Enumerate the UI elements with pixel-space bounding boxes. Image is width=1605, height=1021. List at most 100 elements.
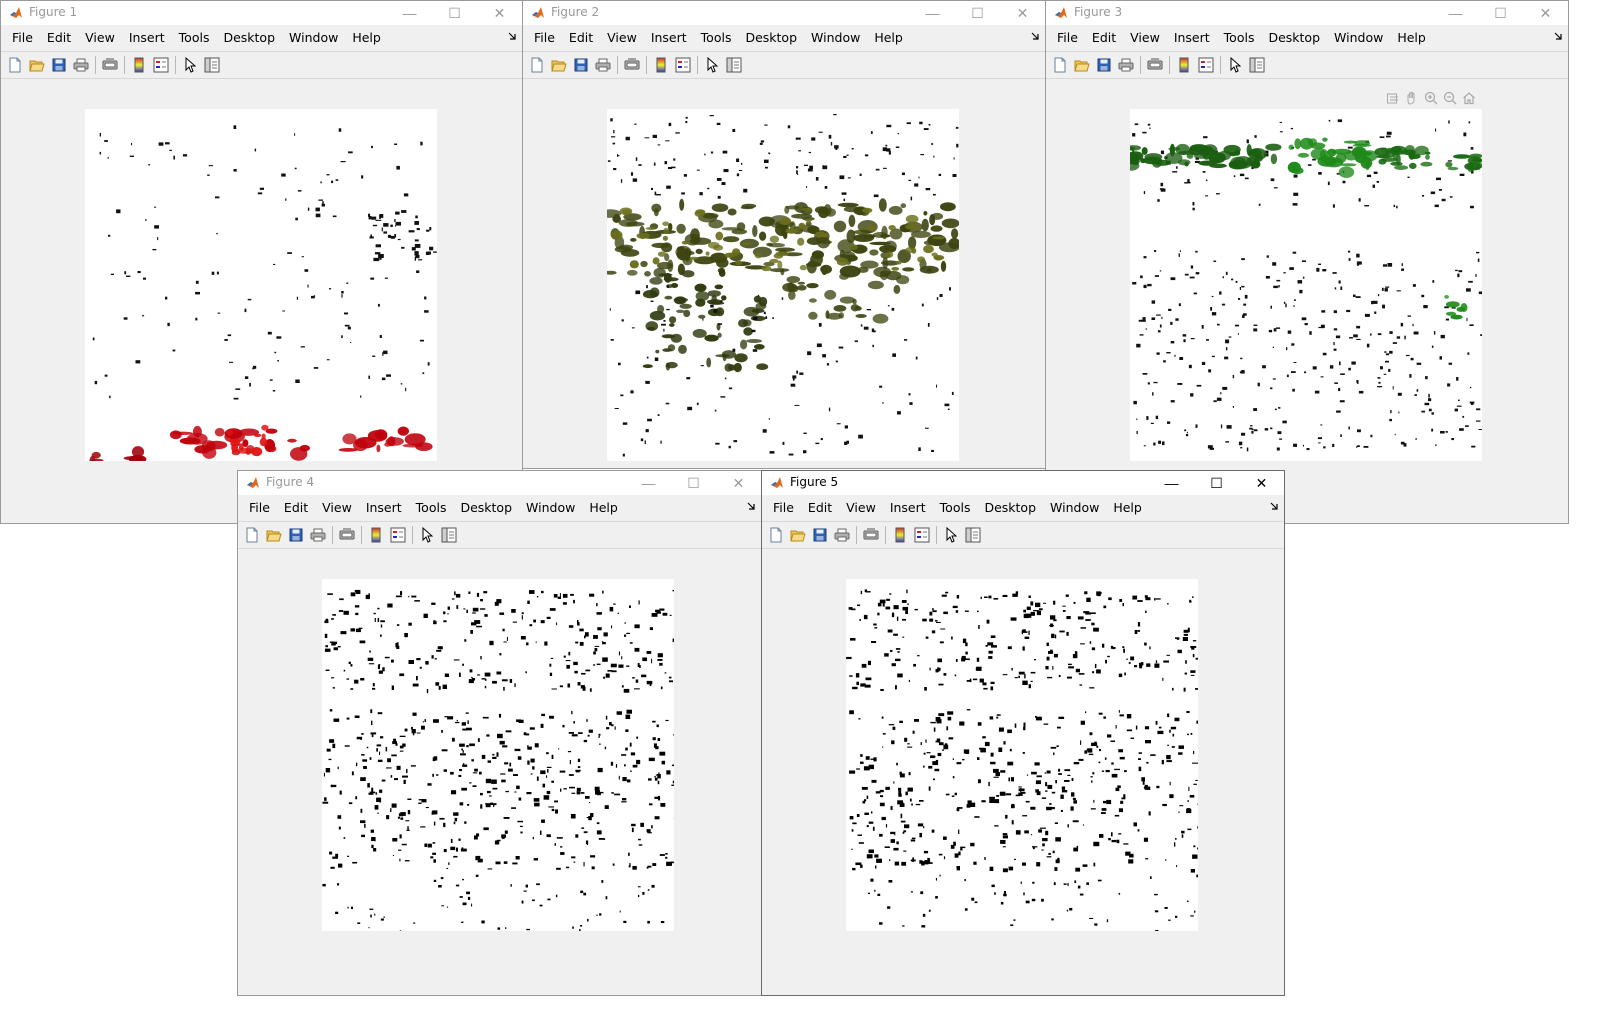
maximize-button[interactable]: ☐ <box>1210 474 1223 491</box>
toolbar-dock-arrow-icon[interactable] <box>1270 502 1278 512</box>
open-icon[interactable] <box>1072 55 1092 75</box>
axes-image[interactable] <box>85 109 437 461</box>
legend-icon[interactable] <box>912 525 932 545</box>
new-figure-icon[interactable] <box>1050 55 1070 75</box>
print-preview-icon[interactable] <box>337 525 357 545</box>
open-icon[interactable] <box>264 525 284 545</box>
property-inspector-icon[interactable] <box>1247 55 1267 75</box>
menu-item-tools[interactable]: Tools <box>939 500 971 515</box>
title-bar[interactable]: Figure 2 — ☐ ✕ <box>523 1 1045 25</box>
menu-item-help[interactable]: Help <box>1397 30 1426 45</box>
save-icon[interactable] <box>810 525 830 545</box>
maximize-button[interactable]: ☐ <box>687 474 700 491</box>
open-icon[interactable] <box>27 55 47 75</box>
menu-item-desktop[interactable]: Desktop <box>745 30 798 45</box>
legend-icon[interactable] <box>673 55 693 75</box>
property-inspector-icon[interactable] <box>439 525 459 545</box>
title-bar[interactable]: Figure 4 — ☐ ✕ <box>238 471 761 495</box>
menu-item-insert[interactable]: Insert <box>1173 30 1210 45</box>
colorbar-icon[interactable] <box>890 525 910 545</box>
save-icon[interactable] <box>571 55 591 75</box>
toolbar-dock-arrow-icon[interactable] <box>1031 32 1039 42</box>
maximize-button[interactable]: ☐ <box>971 4 984 21</box>
pointer-icon[interactable] <box>702 55 722 75</box>
print-icon[interactable] <box>308 525 328 545</box>
export-icon[interactable] <box>1385 90 1401 106</box>
menu-item-file[interactable]: File <box>12 30 33 45</box>
axes-image[interactable] <box>607 109 959 461</box>
property-inspector-icon[interactable] <box>202 55 222 75</box>
menu-item-file[interactable]: File <box>1057 30 1078 45</box>
menu-item-window[interactable]: Window <box>1050 500 1100 515</box>
colorbar-icon[interactable] <box>129 55 149 75</box>
save-icon[interactable] <box>49 55 69 75</box>
print-icon[interactable] <box>1116 55 1136 75</box>
print-preview-icon[interactable] <box>622 55 642 75</box>
new-figure-icon[interactable] <box>5 55 25 75</box>
menu-item-file[interactable]: File <box>773 500 794 515</box>
close-button[interactable]: ✕ <box>1255 474 1268 491</box>
save-icon[interactable] <box>1094 55 1114 75</box>
menu-item-insert[interactable]: Insert <box>889 500 926 515</box>
pointer-icon[interactable] <box>417 525 437 545</box>
menu-item-edit[interactable]: Edit <box>1091 30 1117 45</box>
menu-item-tools[interactable]: Tools <box>700 30 732 45</box>
legend-icon[interactable] <box>1196 55 1216 75</box>
menu-item-view[interactable]: View <box>1130 30 1160 45</box>
colorbar-icon[interactable] <box>366 525 386 545</box>
menu-item-desktop[interactable]: Desktop <box>984 500 1037 515</box>
axes-image[interactable] <box>846 579 1198 931</box>
maximize-button[interactable]: ☐ <box>448 4 461 21</box>
new-figure-icon[interactable] <box>766 525 786 545</box>
menu-item-window[interactable]: Window <box>526 500 576 515</box>
print-icon[interactable] <box>832 525 852 545</box>
new-figure-icon[interactable] <box>527 55 547 75</box>
pointer-icon[interactable] <box>180 55 200 75</box>
menu-item-tools[interactable]: Tools <box>178 30 210 45</box>
open-icon[interactable] <box>549 55 569 75</box>
title-bar[interactable]: Figure 5 — ☐ ✕ <box>762 471 1284 495</box>
menu-item-help[interactable]: Help <box>1113 500 1142 515</box>
menu-item-window[interactable]: Window <box>811 30 861 45</box>
axes-image[interactable] <box>1130 109 1482 461</box>
close-button[interactable]: ✕ <box>1016 4 1029 21</box>
menu-item-help[interactable]: Help <box>352 30 381 45</box>
toolbar-dock-arrow-icon[interactable] <box>508 32 516 42</box>
property-inspector-icon[interactable] <box>724 55 744 75</box>
title-bar[interactable]: Figure 1 — ☐ ✕ <box>1 1 522 25</box>
legend-icon[interactable] <box>388 525 408 545</box>
close-button[interactable]: ✕ <box>732 474 745 491</box>
menu-item-desktop[interactable]: Desktop <box>223 30 276 45</box>
open-icon[interactable] <box>788 525 808 545</box>
menu-item-edit[interactable]: Edit <box>568 30 594 45</box>
menu-item-insert[interactable]: Insert <box>650 30 687 45</box>
maximize-button[interactable]: ☐ <box>1494 4 1507 21</box>
minimize-button[interactable]: — <box>641 475 656 491</box>
colorbar-icon[interactable] <box>1174 55 1194 75</box>
menu-item-window[interactable]: Window <box>1334 30 1384 45</box>
menu-item-file[interactable]: File <box>249 500 270 515</box>
print-preview-icon[interactable] <box>1145 55 1165 75</box>
toolbar-dock-arrow-icon[interactable] <box>1554 32 1562 42</box>
title-bar[interactable]: Figure 3 — ☐ ✕ <box>1046 1 1568 25</box>
menu-item-view[interactable]: View <box>607 30 637 45</box>
menu-item-insert[interactable]: Insert <box>128 30 165 45</box>
close-button[interactable]: ✕ <box>493 4 506 21</box>
toolbar-dock-arrow-icon[interactable] <box>747 502 755 512</box>
menu-item-tools[interactable]: Tools <box>1223 30 1255 45</box>
axes-image[interactable] <box>322 579 674 931</box>
home-icon[interactable] <box>1461 90 1477 106</box>
menu-item-edit[interactable]: Edit <box>283 500 309 515</box>
print-preview-icon[interactable] <box>100 55 120 75</box>
legend-icon[interactable] <box>151 55 171 75</box>
menu-item-edit[interactable]: Edit <box>807 500 833 515</box>
print-icon[interactable] <box>71 55 91 75</box>
menu-item-window[interactable]: Window <box>289 30 339 45</box>
menu-item-tools[interactable]: Tools <box>415 500 447 515</box>
menu-item-view[interactable]: View <box>846 500 876 515</box>
menu-item-help[interactable]: Help <box>589 500 618 515</box>
minimize-button[interactable]: — <box>1448 5 1463 21</box>
minimize-button[interactable]: — <box>402 5 417 21</box>
colorbar-icon[interactable] <box>651 55 671 75</box>
pointer-icon[interactable] <box>941 525 961 545</box>
